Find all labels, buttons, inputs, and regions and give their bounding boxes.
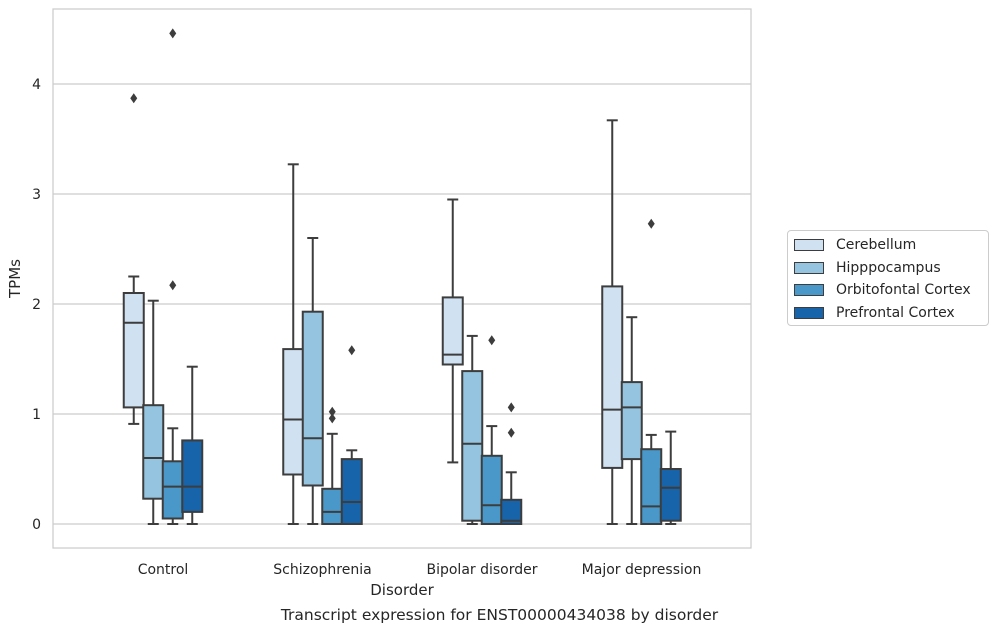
outlier-point: [130, 93, 138, 104]
box-3-3: [659, 430, 682, 525]
legend: Cerebellum Hipppocampus Orbitofontal Cor…: [787, 230, 989, 326]
box-2-3: [640, 218, 663, 526]
outlier-point: [328, 406, 336, 417]
box-3-2: [500, 402, 523, 525]
box-0-3: [601, 119, 624, 525]
legend-item-cerebellum: Cerebellum: [794, 235, 916, 255]
outlier-point: [169, 280, 177, 291]
legend-swatch-hippocampus: [794, 262, 824, 274]
box-3-0: [181, 365, 204, 525]
legend-swatch-prefrontal-cortex: [794, 307, 824, 319]
y-tick-labels: 0 1 2 3 4: [32, 77, 41, 533]
legend-label-hippocampus: Hipppocampus: [836, 260, 941, 276]
outlier-point: [647, 218, 655, 229]
box-body: [640, 448, 663, 526]
box-0-1: [282, 163, 305, 525]
box-body: [181, 439, 204, 513]
legend-label-orbitofrontal-cortex: Orbitofontal Cortex: [836, 282, 971, 298]
box-1-0: [142, 299, 165, 525]
box-body: [122, 292, 145, 409]
box-0-0: [122, 93, 145, 425]
y-tick-label: 1: [32, 407, 41, 423]
box-body: [340, 458, 363, 526]
box-body: [461, 370, 484, 522]
legend-swatch-orbitofrontal-cortex: [794, 284, 824, 296]
outlier-point: [348, 345, 356, 356]
box-1-3: [620, 316, 643, 525]
box-body: [601, 285, 624, 469]
chart-caption: Transcript expression for ENST0000043403…: [280, 606, 719, 624]
box-body: [500, 498, 523, 525]
box-body: [161, 460, 184, 520]
x-tick-label: Major depression: [582, 562, 702, 578]
box-body: [659, 468, 682, 522]
legend-item-hippocampus: Hipppocampus: [794, 258, 941, 278]
y-axis-label: TPMs: [6, 259, 24, 299]
legend-item-orbitofrontal-cortex: Orbitofontal Cortex: [794, 280, 971, 300]
x-tick-label: Schizophrenia: [273, 562, 371, 578]
box-2-2: [480, 335, 503, 525]
legend-swatch-cerebellum: [794, 239, 824, 251]
box-body: [620, 381, 643, 461]
x-axis-label: Disorder: [370, 581, 434, 599]
x-tick-label: Control: [138, 562, 189, 578]
box-1-1: [301, 237, 324, 525]
outlier-point: [328, 413, 336, 424]
legend-item-prefrontal-cortex: Prefrontal Cortex: [794, 303, 955, 323]
box-2-0: [161, 28, 184, 525]
legend-label-prefrontal-cortex: Prefrontal Cortex: [836, 305, 955, 321]
y-tick-label: 2: [32, 297, 41, 313]
x-tick-label: Bipolar disorder: [426, 562, 537, 578]
y-tick-label: 4: [32, 77, 41, 93]
outlier-point: [507, 402, 515, 413]
y-tick-label: 3: [32, 187, 41, 203]
box-body: [441, 296, 464, 366]
box-1-2: [461, 334, 484, 525]
box-body: [142, 404, 165, 500]
plot-frame: [52, 8, 752, 549]
outlier-point: [488, 335, 496, 346]
x-tick-labels: Control Schizophrenia Bipolar disorder Majo…: [138, 562, 702, 578]
outlier-point: [169, 28, 177, 39]
y-tick-label: 0: [32, 517, 41, 533]
box-2-1: [321, 406, 344, 525]
outlier-point: [507, 427, 515, 438]
box-body: [282, 348, 305, 476]
box-3-1: [340, 345, 363, 526]
box-0-2: [441, 198, 464, 464]
box-body: [301, 310, 324, 487]
boxes-layer: [122, 28, 682, 526]
box-body: [480, 454, 503, 525]
box-body: [321, 487, 344, 525]
legend-label-cerebellum: Cerebellum: [836, 237, 917, 253]
